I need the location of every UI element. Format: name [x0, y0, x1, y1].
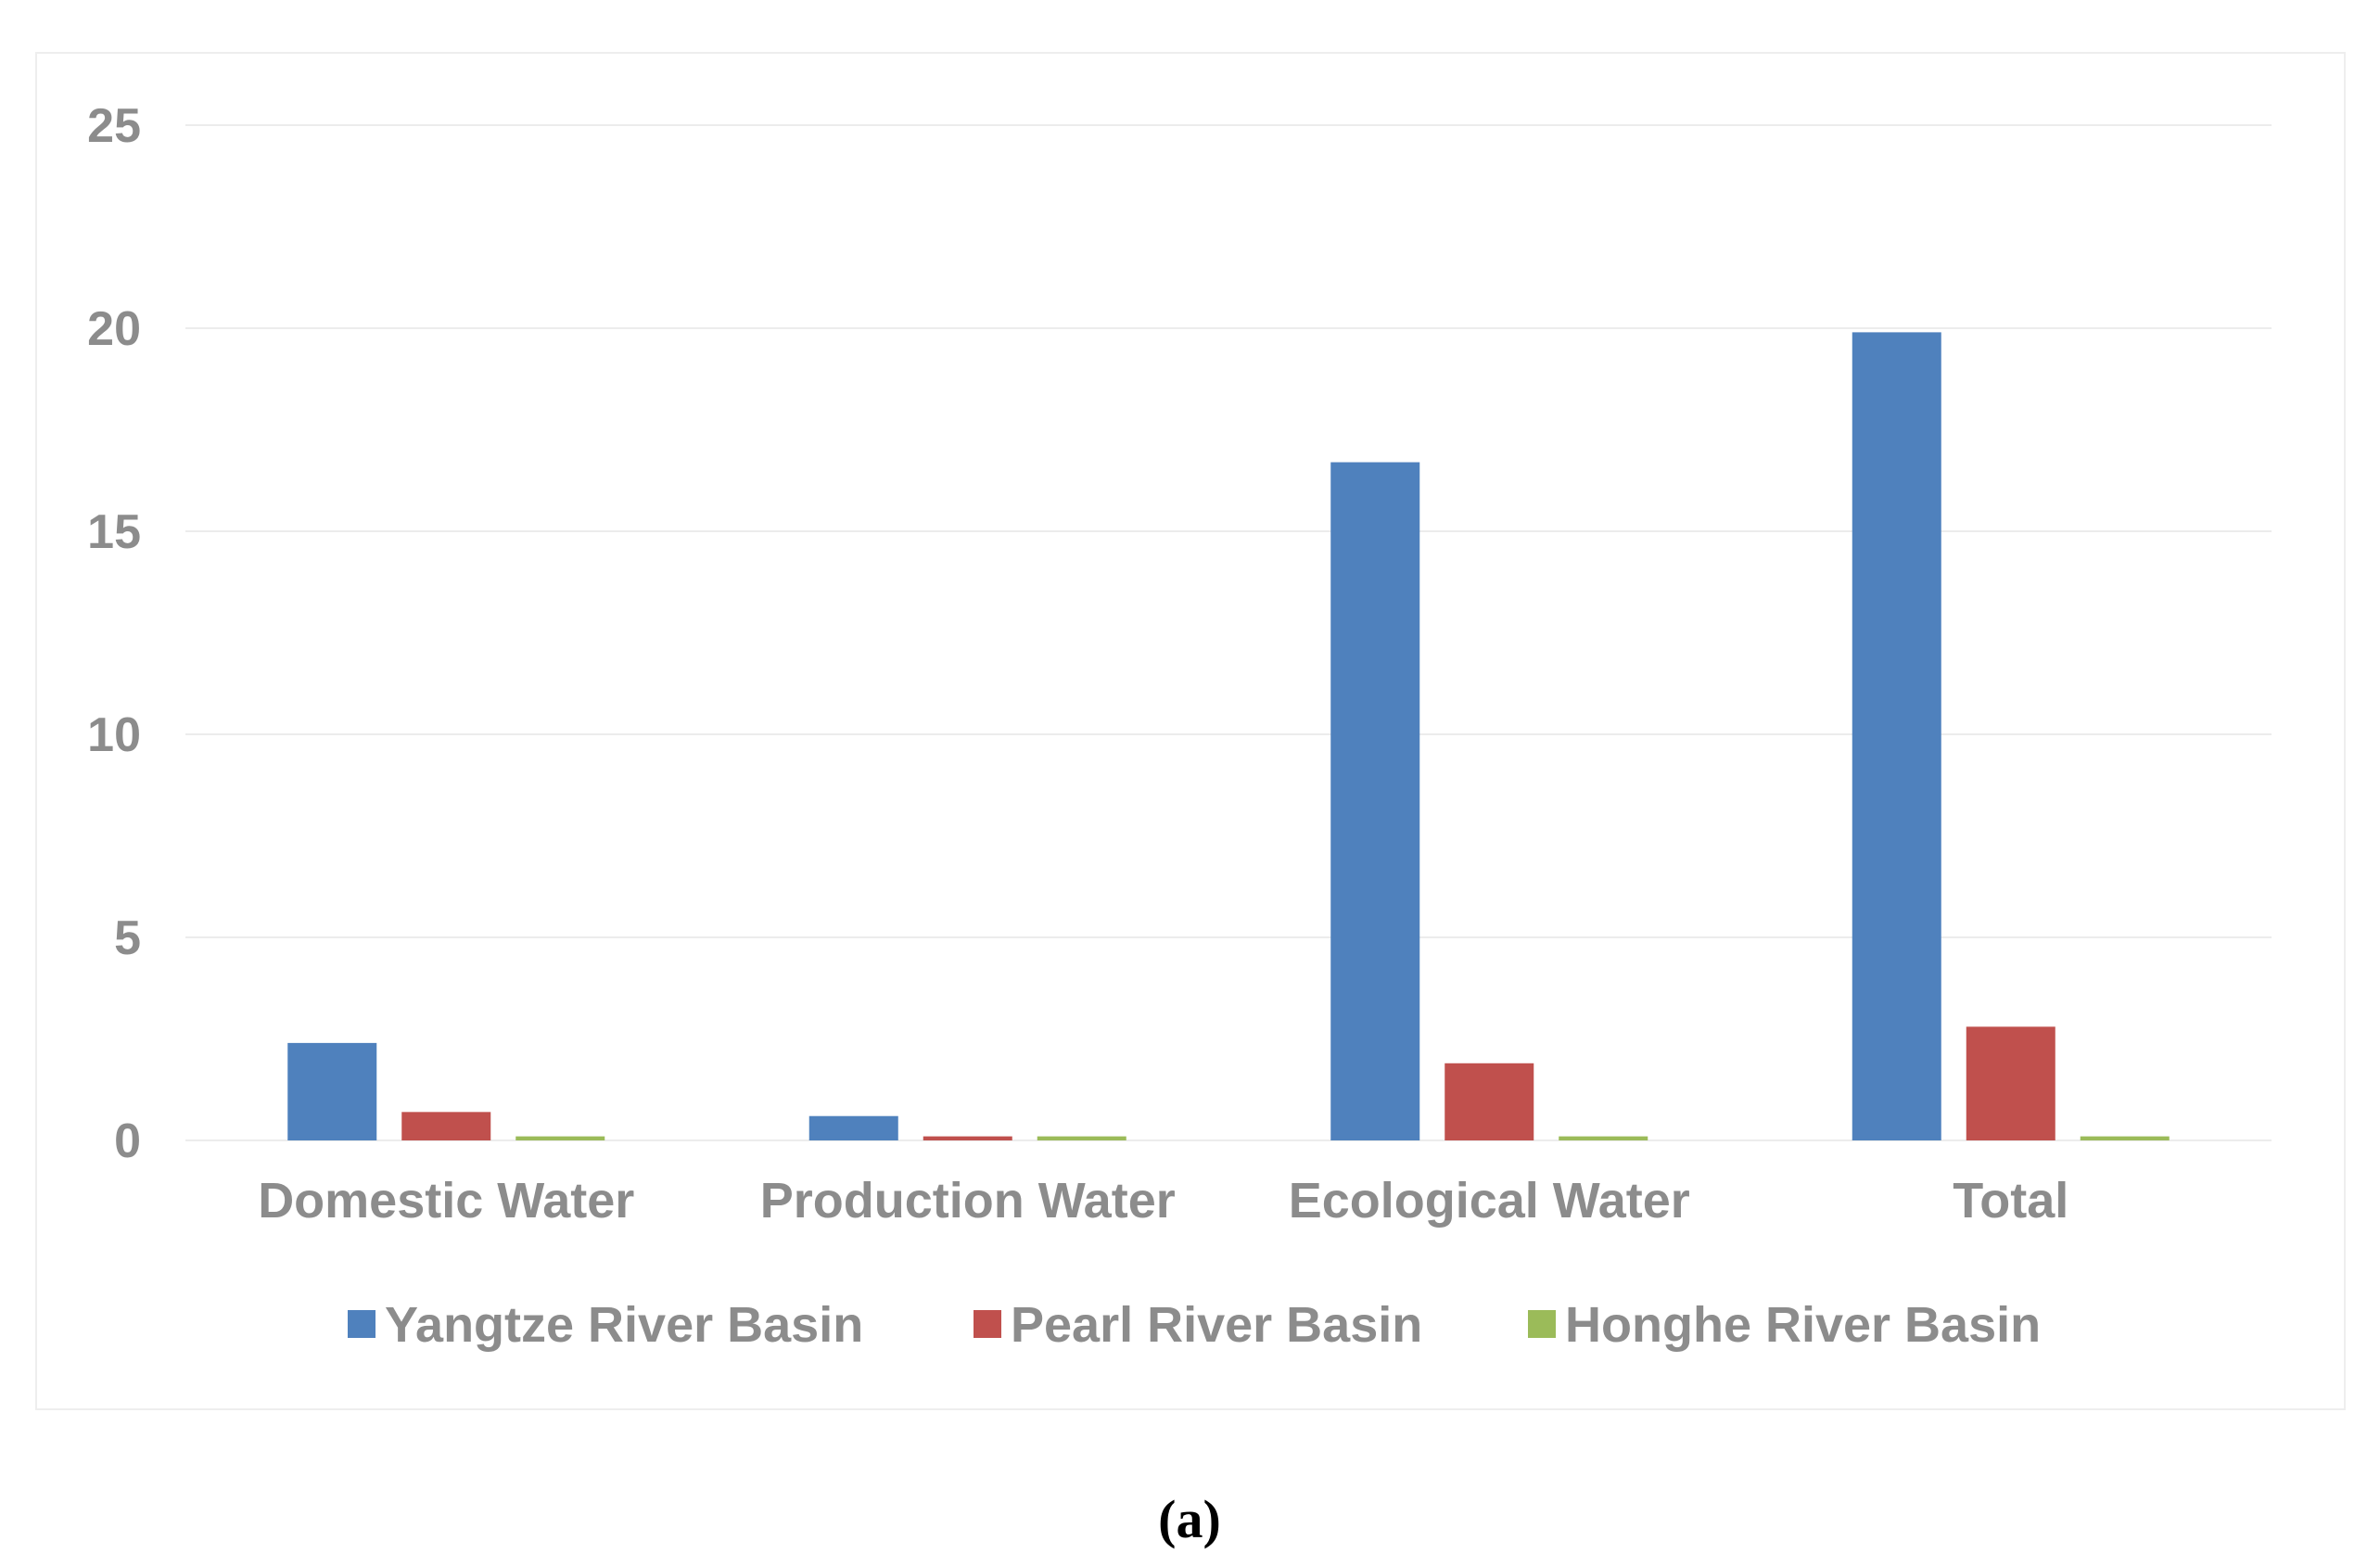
x-axis-categories: Domestic Water Production Water Ecological…	[258, 1173, 2068, 1229]
legend-item: Yangtze River Basin	[348, 1297, 863, 1353]
bar-honghe-river-basin	[1559, 1136, 1648, 1140]
bar-yangtze-river-basin	[808, 1115, 898, 1140]
y-tick-label: 25	[87, 99, 141, 153]
legend-item: Honghe River Basin	[1528, 1297, 2041, 1353]
x-category-label: Total	[1953, 1173, 2068, 1229]
y-tick-label: 15	[87, 505, 141, 559]
y-tick-label: 10	[87, 708, 141, 762]
legend-swatch	[348, 1310, 375, 1338]
bar-yangtze-river-basin	[1330, 462, 1420, 1140]
legend-label: Yangtze River Basin	[385, 1297, 863, 1353]
y-tick-label: 0	[114, 1114, 141, 1168]
y-axis-ticks: 0 5 10 15 20 25	[87, 99, 141, 1168]
legend-item: Pearl River Basin	[974, 1297, 1422, 1353]
bar-pearl-river-basin	[923, 1136, 1012, 1140]
figure-caption: (a)	[1158, 1489, 1221, 1549]
y-tick-label: 5	[114, 911, 141, 965]
legend-swatch	[1528, 1310, 1556, 1338]
chart-frame	[35, 52, 2346, 1410]
bar-yangtze-river-basin	[1852, 332, 1941, 1140]
bar-pearl-river-basin	[1966, 1026, 2055, 1140]
bar-honghe-river-basin	[515, 1136, 605, 1140]
legend-swatch	[974, 1310, 1001, 1338]
y-tick-label: 20	[87, 302, 141, 356]
bar-yangtze-river-basin	[287, 1042, 377, 1140]
gridlines	[185, 124, 2272, 1141]
legend: Yangtze River Basin Pearl River Basin Hong…	[348, 1297, 2041, 1353]
bar-honghe-river-basin	[1037, 1136, 1126, 1140]
x-category-label: Ecological Water	[1289, 1173, 1690, 1229]
legend-label: Honghe River Basin	[1565, 1297, 2041, 1353]
bar-pearl-river-basin	[1445, 1063, 1534, 1140]
x-category-label: Domestic Water	[258, 1173, 634, 1229]
bar-pearl-river-basin	[401, 1112, 491, 1140]
bar-honghe-river-basin	[2080, 1136, 2170, 1140]
bars	[287, 332, 2170, 1140]
legend-label: Pearl River Basin	[1011, 1297, 1422, 1353]
x-category-label: Production Water	[760, 1173, 1176, 1229]
